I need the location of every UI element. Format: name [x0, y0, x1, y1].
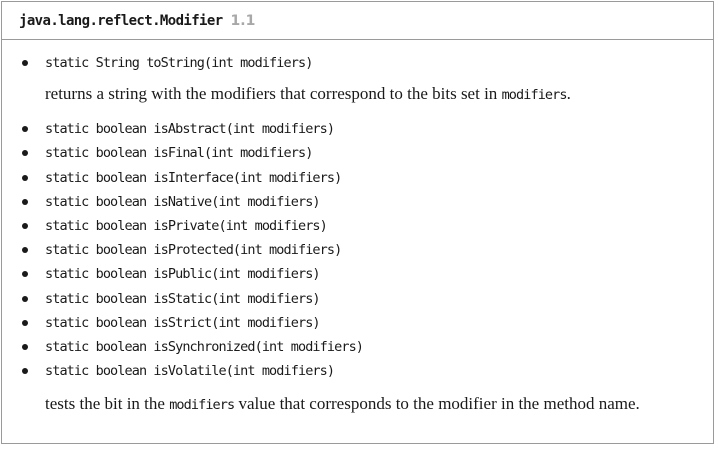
method-item: static boolean isInterface(int modifiers…	[22, 166, 699, 190]
method-signature: static boolean isFinal(int modifiers)	[45, 145, 313, 162]
method-item: static boolean isPublic(int modifiers)	[22, 262, 699, 286]
tostring-description: returns a string with the modifiers that…	[45, 82, 699, 107]
code-term: modifiers	[501, 87, 568, 104]
method-signature: static boolean isPrivate(int modifiers)	[45, 218, 328, 235]
description-text: tests the bit in the	[45, 394, 170, 414]
bullet-icon	[22, 271, 28, 278]
method-item: static boolean isProtected(int modifiers…	[22, 238, 699, 262]
description-text: value that corresponds to the modifier i…	[234, 394, 640, 414]
bullet-icon	[22, 126, 28, 133]
bullet-icon	[22, 319, 28, 326]
description-text: .	[566, 84, 571, 104]
method-item: static boolean isAbstract(int modifiers)	[22, 117, 699, 141]
version-label: 1.1	[230, 12, 256, 29]
api-note-box: java.lang.reflect.Modifier 1.1 static St…	[1, 1, 714, 444]
method-signature: static boolean isNative(int modifiers)	[45, 193, 321, 210]
method-signature: static boolean isVolatile(int modifiers)	[45, 363, 335, 380]
bullet-icon	[22, 174, 28, 181]
method-signature: static String toString(int modifiers)	[45, 55, 313, 72]
method-signature: static boolean isProtected(int modifiers…	[45, 242, 342, 259]
api-body: static String toString(int modifiers) re…	[2, 40, 713, 417]
method-item: static boolean isSynchronized(int modifi…	[22, 335, 699, 359]
method-item: static boolean isVolatile(int modifiers)	[22, 359, 699, 383]
method-item-tostring: static String toString(int modifiers)	[22, 51, 699, 75]
class-name: java.lang.reflect.Modifier	[19, 12, 223, 29]
bullet-icon	[22, 368, 28, 375]
bullet-icon	[22, 343, 28, 350]
method-signature: static boolean isInterface(int modifiers…	[45, 169, 342, 186]
method-signature: static boolean isAbstract(int modifiers)	[45, 121, 335, 138]
description-text: returns a string with the modifiers that…	[45, 84, 502, 104]
method-signature: static boolean isStatic(int modifiers)	[45, 290, 321, 307]
method-signature: static boolean isStrict(int modifiers)	[45, 314, 321, 331]
bullet-icon	[22, 60, 28, 67]
bullet-icon	[22, 223, 28, 230]
bullet-icon	[22, 247, 28, 254]
method-item: static boolean isNative(int modifiers)	[22, 190, 699, 214]
method-item: static boolean isStatic(int modifiers)	[22, 287, 699, 311]
bullet-icon	[22, 198, 28, 205]
method-signature: static boolean isPublic(int modifiers)	[45, 266, 321, 283]
method-item: static boolean isStrict(int modifiers)	[22, 311, 699, 335]
method-list: static boolean isAbstract(int modifiers)…	[22, 117, 699, 383]
method-signature: static boolean isSynchronized(int modifi…	[45, 338, 364, 355]
api-header: java.lang.reflect.Modifier 1.1	[2, 2, 713, 40]
method-item: static boolean isPrivate(int modifiers)	[22, 214, 699, 238]
tests-description: tests the bit in the modifiers value tha…	[45, 392, 700, 417]
method-item: static boolean isFinal(int modifiers)	[22, 141, 699, 165]
bullet-icon	[22, 150, 28, 157]
code-term: modifiers	[169, 397, 235, 414]
bullet-icon	[22, 295, 28, 302]
